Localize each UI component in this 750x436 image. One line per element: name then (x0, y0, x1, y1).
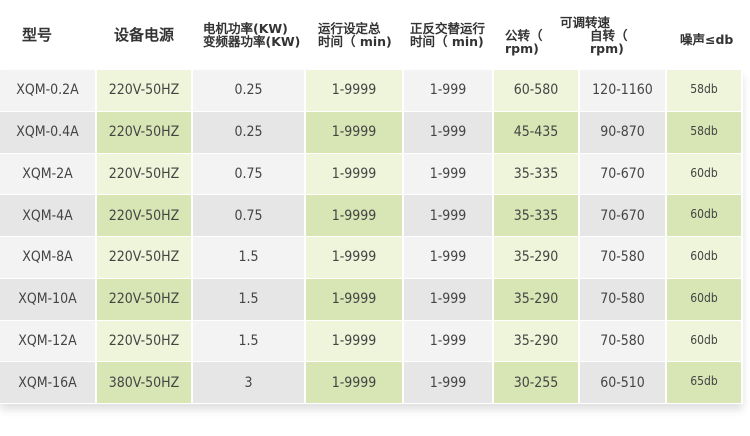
table-row: XQM-8A 220V-50HZ 1.5 1-9999 1-999 35-290 70-58… (0, 237, 743, 279)
table-row: XQM-4A 220V-50HZ 0.75 1-9999 1-999 35-335 70-6… (0, 195, 743, 237)
cell-power-supply: 380V-50HZ (97, 362, 193, 403)
cell-alternate-time: 1-999 (404, 237, 494, 278)
cell-rotation-speed: 120-1160 (580, 70, 667, 111)
cell-model: XQM-10A (0, 278, 97, 320)
cell-noise: 60db (667, 153, 743, 195)
spec-table: XQM-0.2A 220V-50HZ 0.25 1-9999 1-999 60-580 12… (0, 70, 743, 404)
cell-alternate-time: 1-999 (404, 278, 494, 320)
cell-total-time: 1-9999 (306, 278, 404, 320)
cell-total-time: 1-9999 (306, 320, 404, 362)
header-alternate-time: 正反交替运行 时间（ min) (410, 21, 486, 49)
cell-model: XQM-16A (0, 362, 97, 403)
cell-rotation-speed: 70-580 (580, 278, 667, 320)
cell-rotation-speed: 60-510 (580, 362, 667, 403)
cell-rotation-speed: 70-580 (580, 237, 667, 278)
cell-noise: 58db (667, 70, 743, 111)
cell-motor-power: 1.5 (193, 278, 306, 320)
cell-motor-power: 0.25 (193, 111, 306, 153)
cell-revolution-speed: 60-580 (494, 70, 580, 111)
cell-motor-power: 3 (193, 362, 306, 403)
cell-power-supply: 220V-50HZ (97, 237, 193, 278)
cell-motor-power: 0.75 (193, 153, 306, 195)
cell-motor-power: 1.5 (193, 237, 306, 278)
cell-model: XQM-2A (0, 153, 97, 195)
header-model: 型号 (22, 25, 53, 44)
cell-alternate-time: 1-999 (404, 153, 494, 195)
cell-total-time: 1-9999 (306, 362, 404, 403)
cell-alternate-time: 1-999 (404, 320, 494, 362)
cell-rotation-speed: 70-580 (580, 320, 667, 362)
cell-revolution-speed: 35-290 (494, 237, 580, 278)
header-motor-power: 电机功率(KW) 变频器功率(KW) (203, 21, 301, 49)
cell-total-time: 1-9999 (306, 237, 404, 278)
cell-total-time: 1-9999 (306, 195, 404, 236)
table-row: XQM-12A 220V-50HZ 1.5 1-9999 1-999 35-290 70-5… (0, 320, 743, 363)
cell-power-supply: 220V-50HZ (97, 278, 193, 320)
cell-revolution-speed: 35-290 (494, 320, 580, 362)
cell-motor-power: 0.75 (193, 195, 306, 236)
table-row: XQM-0.2A 220V-50HZ 0.25 1-9999 1-999 60-580 12… (0, 70, 743, 112)
cell-model: XQM-0.4A (0, 111, 97, 153)
cell-alternate-time: 1-999 (404, 111, 494, 153)
cell-power-supply: 220V-50HZ (97, 195, 193, 236)
cell-model: XQM-12A (0, 320, 97, 362)
cell-rotation-speed: 90-870 (580, 111, 667, 153)
cell-model: XQM-4A (0, 195, 97, 236)
header-revolution: 公转（ rpm) (505, 27, 543, 56)
cell-power-supply: 220V-50HZ (97, 111, 193, 153)
cell-rotation-speed: 70-670 (580, 153, 667, 195)
header-speed: 可调转速 公转（ rpm) 自转（ rpm) (505, 0, 665, 70)
cell-total-time: 1-9999 (306, 153, 404, 195)
cell-rotation-speed: 70-670 (580, 195, 667, 236)
cell-noise: 60db (667, 195, 743, 236)
cell-noise: 65db (667, 362, 743, 403)
cell-revolution-speed: 35-290 (494, 278, 580, 320)
table-row: XQM-10A 220V-50HZ 1.5 1-9999 1-999 35-290 70-5… (0, 278, 743, 321)
cell-power-supply: 220V-50HZ (97, 70, 193, 111)
cell-power-supply: 220V-50HZ (97, 153, 193, 195)
cell-revolution-speed: 35-335 (494, 153, 580, 195)
cell-alternate-time: 1-999 (404, 70, 494, 111)
header-total-time: 运行设定总 时间（ min) (318, 21, 392, 49)
table-row: XQM-2A 220V-50HZ 0.75 1-9999 1-999 35-335 70-6… (0, 153, 743, 196)
cell-model: XQM-8A (0, 237, 97, 278)
cell-power-supply: 220V-50HZ (97, 320, 193, 362)
header-rotation: 自转（ rpm) (590, 27, 628, 56)
cell-revolution-speed: 30-255 (494, 362, 580, 403)
table-row: XQM-16A 380V-50HZ 3 1-9999 1-999 30-255 60-510… (0, 362, 743, 404)
cell-noise: 60db (667, 320, 743, 362)
table-row: XQM-0.4A 220V-50HZ 0.25 1-9999 1-999 45-435 90… (0, 111, 743, 154)
cell-noise: 58db (667, 111, 743, 153)
cell-total-time: 1-9999 (306, 111, 404, 153)
cell-total-time: 1-9999 (306, 70, 404, 111)
header-power-supply: 设备电源 (114, 25, 175, 44)
cell-revolution-speed: 45-435 (494, 111, 580, 153)
cell-alternate-time: 1-999 (404, 195, 494, 236)
cell-model: XQM-0.2A (0, 70, 97, 111)
cell-noise: 60db (667, 237, 743, 278)
cell-alternate-time: 1-999 (404, 362, 494, 403)
cell-motor-power: 0.25 (193, 70, 306, 111)
header-noise: 噪声≤db (680, 32, 734, 47)
cell-motor-power: 1.5 (193, 320, 306, 362)
cell-revolution-speed: 35-335 (494, 195, 580, 236)
cell-noise: 60db (667, 278, 743, 320)
